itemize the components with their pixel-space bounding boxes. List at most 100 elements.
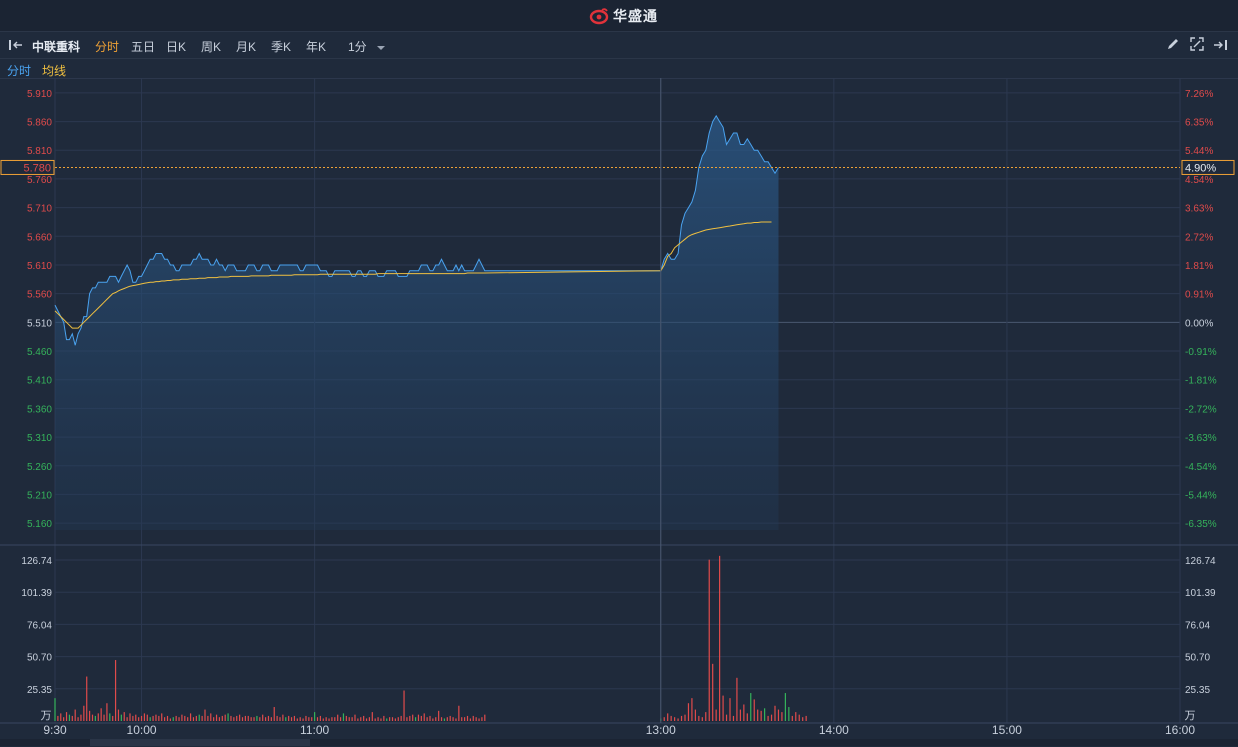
volume-bar	[322, 718, 324, 721]
bottom-scroll-strip[interactable]	[0, 739, 1238, 746]
volume-bar	[394, 718, 396, 721]
x-tick: 9:30	[43, 723, 67, 737]
volume-bar	[788, 707, 790, 721]
volume-bar	[288, 715, 290, 721]
y-right-tick: 4.54%	[1185, 175, 1213, 186]
volume-bar	[126, 717, 128, 721]
volume-bar	[691, 698, 693, 721]
volume-bar	[464, 717, 466, 721]
volume-bar	[757, 709, 759, 721]
tab-yearly-k[interactable]: 年K	[306, 40, 327, 54]
volume-bar	[400, 715, 402, 721]
volume-bar	[250, 717, 252, 721]
volume-bar	[155, 714, 157, 721]
volume-bar	[68, 714, 71, 721]
volume-bar	[484, 714, 486, 721]
volume-bar	[106, 703, 108, 721]
volume-right-tick: 25.35	[1185, 685, 1210, 696]
volume-bar	[725, 714, 728, 721]
tab-five-day[interactable]: 五日	[131, 40, 156, 54]
volume-bar	[273, 707, 275, 721]
volume-bar	[123, 712, 125, 721]
tab-intraday[interactable]: 分时	[95, 40, 120, 54]
volume-bar	[753, 699, 755, 721]
volume-bar	[213, 717, 215, 721]
y-right-tick: -2.72%	[1185, 404, 1217, 415]
volume-bar	[103, 714, 105, 721]
y-left-tick: 5.560	[27, 290, 52, 301]
volume-bar	[342, 713, 345, 721]
volume-bar	[389, 717, 391, 721]
volume-bar	[777, 709, 780, 721]
volume-bar	[241, 717, 244, 721]
volume-bar	[461, 717, 463, 721]
average-line	[54, 221, 772, 329]
pencil-icon[interactable]	[1166, 37, 1180, 51]
volume-bar	[57, 715, 59, 721]
volume-bar	[89, 710, 91, 721]
collapse-left-icon[interactable]	[8, 39, 24, 51]
volume-bar	[299, 717, 301, 721]
volume-bar	[296, 718, 298, 721]
tab-daily-k[interactable]: 日K	[166, 40, 187, 54]
volume-bar	[218, 717, 221, 721]
volume-bar	[760, 710, 762, 721]
volume-bar	[475, 717, 477, 721]
volume-unit-right: 万	[1185, 710, 1196, 722]
volume-bar	[331, 717, 333, 721]
volume-bar	[715, 709, 717, 721]
y-right-tick: 6.35%	[1185, 118, 1213, 129]
volume-bar	[423, 713, 425, 721]
volume-left-tick: 101.39	[21, 588, 52, 599]
volume-bar	[337, 714, 339, 721]
chart-lines	[54, 114, 779, 346]
scroll-thumb[interactable]	[90, 739, 310, 746]
y-left-tick: 5.810	[27, 146, 52, 157]
volume-bar	[795, 712, 797, 721]
y-left-tick: 5.310	[27, 433, 52, 444]
collapse-right-icon[interactable]	[1212, 39, 1228, 51]
volume-bar	[446, 717, 448, 721]
volume-bar	[743, 704, 745, 721]
y-right-tick: 2.72%	[1185, 232, 1213, 243]
volume-bar	[380, 718, 382, 721]
volume-bar	[739, 709, 741, 721]
tab-quarterly-k[interactable]: 季K	[271, 40, 292, 54]
chart-legend: 分时 均线	[0, 59, 1238, 79]
volume-bar	[708, 559, 710, 721]
volume-bar	[54, 698, 56, 721]
volume-bar	[750, 693, 752, 721]
logo-text: 华盛通	[613, 8, 658, 24]
volume-bar	[736, 677, 738, 721]
volume-bar	[164, 717, 166, 721]
volume-bar	[120, 714, 122, 721]
tab-monthly-k[interactable]: 月K	[236, 40, 257, 54]
volume-bar	[674, 717, 676, 721]
tab-weekly-k[interactable]: 周K	[201, 40, 222, 54]
volume-bar	[166, 715, 169, 721]
y-right-tick: 7.26%	[1185, 89, 1213, 100]
crosshair: 5.780 4.90%	[0, 78, 1235, 723]
volume-bar	[677, 718, 679, 721]
volume-bar	[663, 717, 665, 721]
interval-select[interactable]: 1分	[348, 38, 386, 55]
y-right-tick: -0.91%	[1185, 347, 1217, 358]
volume-bar	[143, 713, 146, 721]
volume-bar	[680, 715, 683, 721]
volume-bar	[328, 718, 330, 721]
volume-bar	[357, 718, 359, 721]
volume-bar	[285, 717, 287, 721]
volume-bar	[729, 698, 731, 721]
volume-unit-left: 万	[41, 710, 52, 722]
volume-bar	[687, 703, 690, 721]
legend-price: 分时	[7, 64, 32, 78]
fullscreen-icon[interactable]	[1190, 37, 1204, 51]
volume-bar	[239, 714, 241, 721]
volume-bar	[204, 709, 206, 721]
y-right-tick: -5.44%	[1185, 490, 1217, 501]
intraday-chart[interactable]: 5.910 7.26% 5.860 6.35% 5.810 5.44% 5.760 4.54%…	[0, 78, 1238, 747]
volume-bar	[117, 709, 120, 721]
volume-bar	[371, 712, 373, 721]
y-left-tick: 5.260	[27, 462, 52, 473]
volume-bar	[314, 712, 316, 721]
